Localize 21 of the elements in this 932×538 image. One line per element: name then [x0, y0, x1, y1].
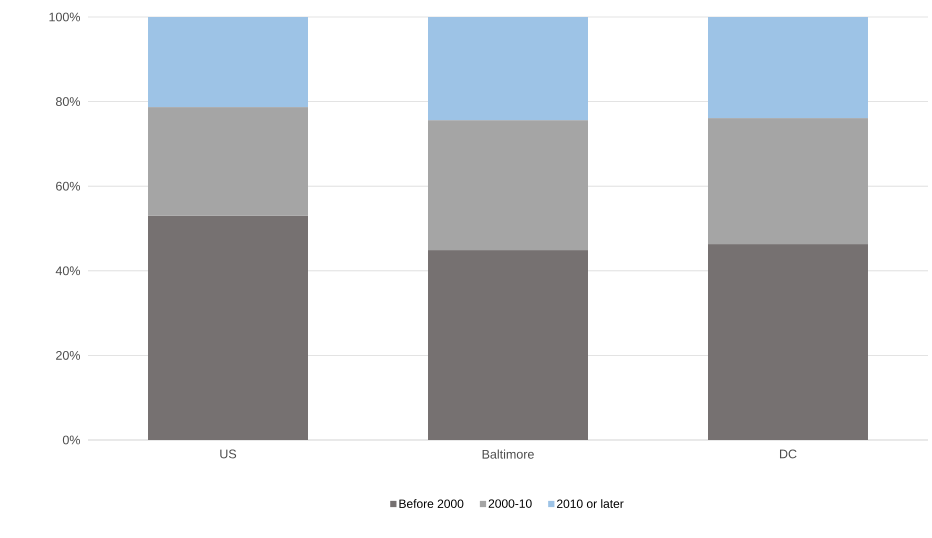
bar: [428, 250, 588, 440]
bar: [428, 16, 588, 120]
y-tick-label: 40%: [56, 266, 80, 276]
y-tick-label: 60%: [56, 182, 80, 191]
x-tick-label: Baltimore: [482, 450, 534, 459]
x-tick-label: US: [220, 450, 236, 458]
y-tick-label: 0%: [62, 436, 80, 444]
legend-label: Before 2000: [399, 499, 464, 508]
y-tick-label: 80%: [56, 97, 80, 106]
bar: [428, 120, 588, 250]
bar: [148, 107, 308, 216]
bar: [148, 216, 308, 440]
bar: [148, 16, 308, 108]
x-tick-label: DC: [780, 450, 797, 458]
bar: [708, 118, 868, 244]
y-tick-label: 100%: [49, 12, 80, 22]
legend-label: 2010 or later: [557, 499, 624, 508]
legend-label: 2000-10: [488, 499, 532, 508]
bar: [708, 16, 868, 118]
y-tick-label: 20%: [56, 350, 80, 360]
bar: [708, 244, 868, 440]
